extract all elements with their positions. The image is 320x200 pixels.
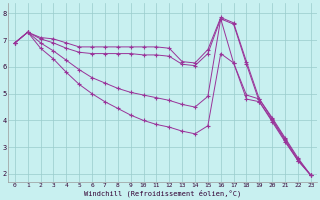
X-axis label: Windchill (Refroidissement éolien,°C): Windchill (Refroidissement éolien,°C)	[84, 190, 242, 197]
